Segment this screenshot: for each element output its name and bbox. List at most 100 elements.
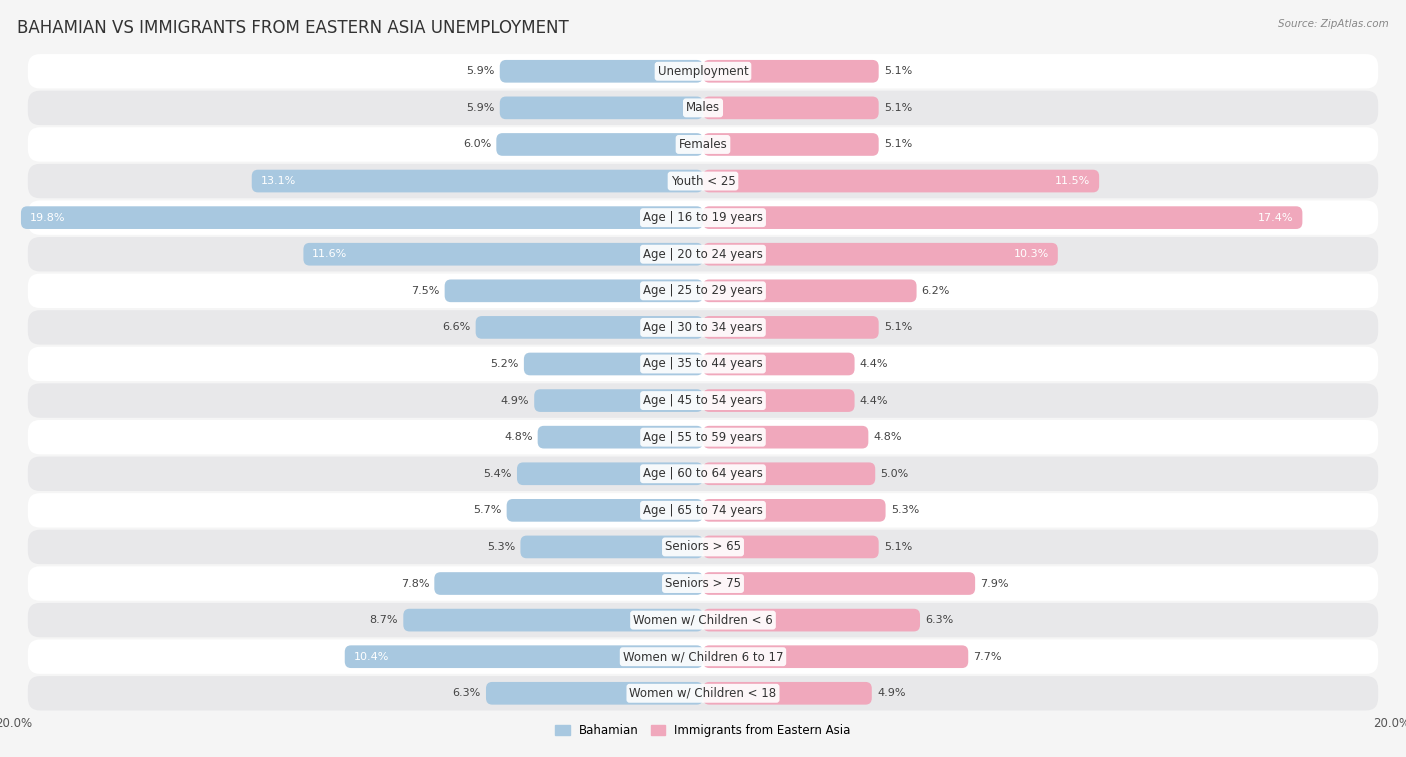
FancyBboxPatch shape [703,133,879,156]
Text: Women w/ Children < 6: Women w/ Children < 6 [633,614,773,627]
FancyBboxPatch shape [499,97,703,119]
FancyBboxPatch shape [517,463,703,485]
Text: Seniors > 75: Seniors > 75 [665,577,741,590]
Text: 4.8%: 4.8% [503,432,533,442]
FancyBboxPatch shape [434,572,703,595]
FancyBboxPatch shape [28,91,1378,125]
Legend: Bahamian, Immigrants from Eastern Asia: Bahamian, Immigrants from Eastern Asia [551,719,855,742]
FancyBboxPatch shape [703,499,886,522]
Text: Source: ZipAtlas.com: Source: ZipAtlas.com [1278,19,1389,29]
FancyBboxPatch shape [703,609,920,631]
FancyBboxPatch shape [703,536,879,558]
FancyBboxPatch shape [703,426,869,448]
Text: BAHAMIAN VS IMMIGRANTS FROM EASTERN ASIA UNEMPLOYMENT: BAHAMIAN VS IMMIGRANTS FROM EASTERN ASIA… [17,19,568,37]
FancyBboxPatch shape [703,389,855,412]
Text: Youth < 25: Youth < 25 [671,175,735,188]
FancyBboxPatch shape [524,353,703,375]
Text: Age | 16 to 19 years: Age | 16 to 19 years [643,211,763,224]
Text: Women w/ Children 6 to 17: Women w/ Children 6 to 17 [623,650,783,663]
FancyBboxPatch shape [28,383,1378,418]
FancyBboxPatch shape [28,54,1378,89]
Text: Age | 65 to 74 years: Age | 65 to 74 years [643,504,763,517]
Text: 6.2%: 6.2% [922,286,950,296]
FancyBboxPatch shape [404,609,703,631]
Text: 4.8%: 4.8% [873,432,903,442]
FancyBboxPatch shape [703,463,875,485]
Text: 5.3%: 5.3% [486,542,515,552]
Text: 5.1%: 5.1% [884,67,912,76]
FancyBboxPatch shape [28,310,1378,344]
Text: Age | 60 to 64 years: Age | 60 to 64 years [643,467,763,480]
Text: 4.4%: 4.4% [859,359,889,369]
FancyBboxPatch shape [28,640,1378,674]
Text: 5.1%: 5.1% [884,139,912,149]
FancyBboxPatch shape [499,60,703,83]
Text: Age | 20 to 24 years: Age | 20 to 24 years [643,248,763,260]
FancyBboxPatch shape [28,603,1378,637]
FancyBboxPatch shape [21,207,703,229]
Text: 4.9%: 4.9% [501,396,529,406]
Text: 4.4%: 4.4% [859,396,889,406]
Text: 10.3%: 10.3% [1014,249,1049,259]
Text: 5.9%: 5.9% [467,103,495,113]
Text: 11.6%: 11.6% [312,249,347,259]
Text: 8.7%: 8.7% [370,615,398,625]
FancyBboxPatch shape [28,347,1378,382]
FancyBboxPatch shape [703,60,879,83]
Text: 5.1%: 5.1% [884,103,912,113]
Text: 7.8%: 7.8% [401,578,429,588]
Text: 6.0%: 6.0% [463,139,491,149]
Text: 11.5%: 11.5% [1056,176,1091,186]
Text: 13.1%: 13.1% [260,176,295,186]
Text: 5.0%: 5.0% [880,469,908,478]
FancyBboxPatch shape [252,170,703,192]
FancyBboxPatch shape [520,536,703,558]
Text: Males: Males [686,101,720,114]
FancyBboxPatch shape [28,456,1378,491]
FancyBboxPatch shape [534,389,703,412]
FancyBboxPatch shape [496,133,703,156]
Text: 6.3%: 6.3% [453,688,481,698]
Text: 7.5%: 7.5% [411,286,440,296]
FancyBboxPatch shape [28,273,1378,308]
Text: Unemployment: Unemployment [658,65,748,78]
FancyBboxPatch shape [703,572,976,595]
FancyBboxPatch shape [28,237,1378,272]
Text: Seniors > 65: Seniors > 65 [665,540,741,553]
FancyBboxPatch shape [28,566,1378,601]
FancyBboxPatch shape [28,676,1378,711]
Text: 6.6%: 6.6% [443,322,471,332]
Text: 17.4%: 17.4% [1258,213,1294,223]
Text: 5.3%: 5.3% [891,506,920,516]
Text: 5.4%: 5.4% [484,469,512,478]
FancyBboxPatch shape [28,127,1378,162]
Text: Women w/ Children < 18: Women w/ Children < 18 [630,687,776,699]
Text: 5.1%: 5.1% [884,322,912,332]
Text: 5.7%: 5.7% [472,506,502,516]
FancyBboxPatch shape [506,499,703,522]
Text: Age | 30 to 34 years: Age | 30 to 34 years [643,321,763,334]
FancyBboxPatch shape [486,682,703,705]
FancyBboxPatch shape [28,530,1378,564]
Text: 4.9%: 4.9% [877,688,905,698]
Text: Age | 35 to 44 years: Age | 35 to 44 years [643,357,763,370]
Text: 6.3%: 6.3% [925,615,953,625]
Text: Age | 55 to 59 years: Age | 55 to 59 years [643,431,763,444]
FancyBboxPatch shape [703,646,969,668]
FancyBboxPatch shape [344,646,703,668]
Text: Females: Females [679,138,727,151]
Text: 5.2%: 5.2% [491,359,519,369]
Text: 5.9%: 5.9% [467,67,495,76]
FancyBboxPatch shape [28,201,1378,235]
FancyBboxPatch shape [703,353,855,375]
Text: 10.4%: 10.4% [353,652,388,662]
FancyBboxPatch shape [703,243,1057,266]
FancyBboxPatch shape [444,279,703,302]
FancyBboxPatch shape [703,279,917,302]
Text: 19.8%: 19.8% [30,213,65,223]
FancyBboxPatch shape [304,243,703,266]
FancyBboxPatch shape [703,170,1099,192]
Text: 5.1%: 5.1% [884,542,912,552]
FancyBboxPatch shape [28,420,1378,454]
Text: 7.9%: 7.9% [980,578,1008,588]
